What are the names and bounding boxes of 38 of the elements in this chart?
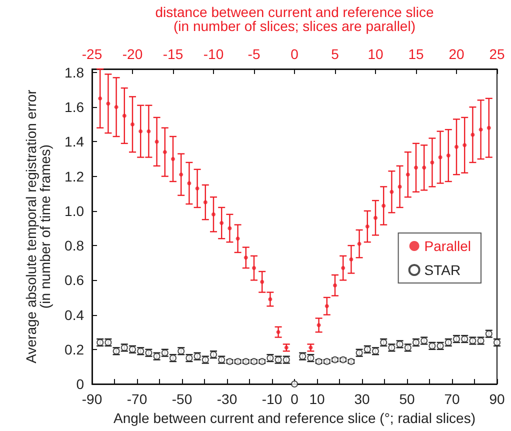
y-tick-label: 1.4 [64,134,84,150]
x-tick-label: -10 [262,391,282,407]
y-tick-label: 0.8 [64,238,84,254]
y-tick-label: 0 [76,376,84,392]
x2-tick-label: 25 [489,46,505,62]
y-tick-label: 1.6 [64,99,84,116]
x-tick-label: -50 [172,391,192,407]
x2-tick-label: 10 [368,46,384,62]
x2-tick-label: 20 [448,46,464,62]
x2-tick-label: 15 [408,46,424,62]
x-tick-label: 70 [444,391,460,407]
x2-tick-label: -15 [162,46,184,62]
y-tick-label: 1.2 [64,168,84,184]
y-tick-label: 0.4 [64,306,84,323]
point [291,380,298,388]
y-axis-title: Average absolute temporal registration error (in number of time frames) [23,89,53,364]
x2-tick-label: 5 [331,46,340,62]
x-axis-title: Angle between current and reference slice (°; radial slices) [114,410,476,426]
x-tick-label: -90 [82,391,102,407]
x-tick-label: 30 [354,391,370,407]
x2-tick-label: -25 [82,46,102,62]
x-tick-label: 0 [290,391,299,407]
x2-tick-label: -20 [122,46,143,62]
x2-tick-label: -5 [248,46,260,62]
legend-label: STAR [424,262,461,278]
x-tick-label: 90 [489,391,505,407]
x-tick-label: 50 [399,391,415,407]
y-tick-label: 1.8 [64,64,84,80]
x-tick-label: 10 [309,391,325,407]
x-tick-label: -70 [126,391,148,407]
x-tick-label: -30 [216,391,238,407]
y-tick-label: 0.6 [64,272,84,288]
y-tick-label: 1.0 [64,202,84,219]
y-tick-label: 0.2 [64,341,84,358]
x2-tick-label: -10 [203,46,224,62]
x2-axis-title: distance between current and reference slice (in number of slices; slices are parallel) [155,4,434,34]
x2-tick-label: 0 [290,46,299,62]
legend-label: Parallel [424,238,472,254]
